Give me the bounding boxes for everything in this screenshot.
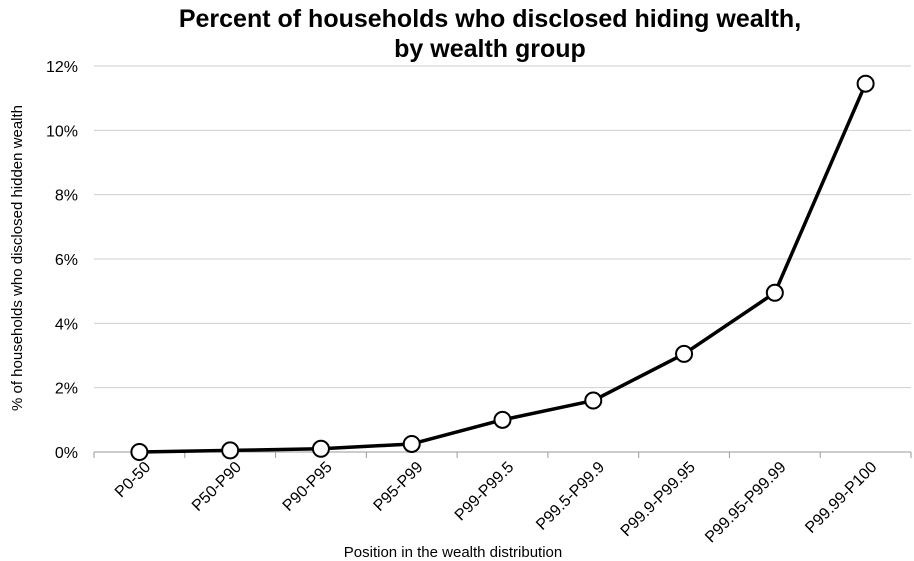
y-axis-label: % of households who disclosed hidden wea… <box>9 105 26 411</box>
data-point <box>584 391 603 410</box>
y-tick-label: 12% <box>46 59 78 76</box>
x-tick-label: P99-P99.5 <box>452 459 518 525</box>
data-point <box>675 344 694 363</box>
x-tick-label: P99.5-P99.9 <box>533 459 608 534</box>
chart-title-line-1: Percent of households who disclosed hidi… <box>179 5 801 33</box>
data-point <box>856 74 875 93</box>
data-point <box>765 283 784 302</box>
y-tick-labels: 0% 2% 4% 6% 8% 10% 12% <box>46 59 78 462</box>
y-tick-label: 6% <box>55 252 78 269</box>
data-point <box>311 439 330 458</box>
y-tick-label: 10% <box>46 123 78 140</box>
data-point <box>221 441 240 460</box>
x-axis-label: Position in the wealth distribution <box>344 544 562 561</box>
x-tick-label: P99.99-P100 <box>802 459 880 537</box>
y-tick-label: 8% <box>55 188 78 205</box>
x-tick-label: P0-50 <box>112 459 154 501</box>
y-tick-label: 4% <box>55 316 78 333</box>
y-tick-label: 2% <box>55 381 78 398</box>
x-tick-label: P50-P90 <box>189 459 245 515</box>
y-tick-label: 0% <box>55 445 78 462</box>
x-tick-label: P99.95-P99.99 <box>702 459 790 547</box>
chart-title-line-2: by wealth group <box>394 35 586 63</box>
axes <box>93 451 912 458</box>
data-point <box>402 434 421 453</box>
data-point <box>130 443 149 461</box>
x-tick-labels: P0-50 P50-P90 P90-P95 P95-P99 P99-P99.5 P99.5… <box>112 459 881 547</box>
series <box>130 74 875 461</box>
x-tick-label: P99.9-P99.95 <box>618 459 699 540</box>
x-tick-label: P95-P99 <box>371 459 427 515</box>
data-point <box>493 410 512 429</box>
gridlines <box>94 65 911 389</box>
x-tick-label: P90-P95 <box>280 459 336 515</box>
series-line <box>139 82 868 454</box>
